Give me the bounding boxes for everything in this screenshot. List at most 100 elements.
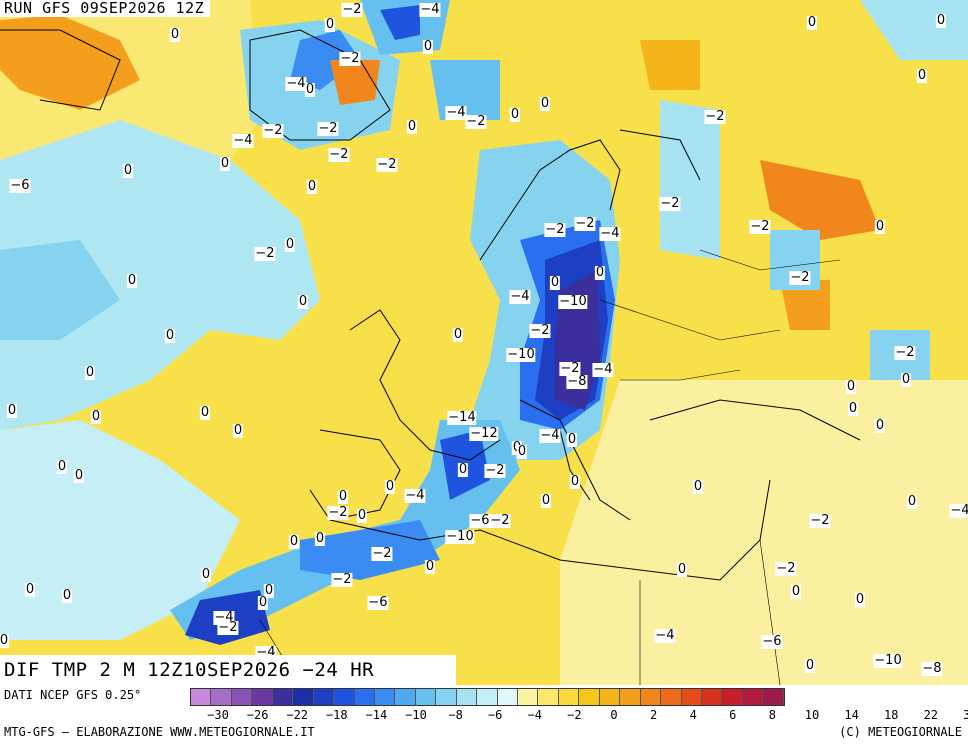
contour-value-label: 0 — [676, 562, 688, 577]
scale-swatch — [558, 689, 580, 705]
contour-value-label: 0 — [384, 479, 396, 494]
scale-tick-label: −4 — [527, 708, 543, 722]
contour-value-label: −6 — [761, 634, 783, 649]
scale-tick-label: 22 — [923, 708, 939, 722]
contour-value-label: 0 — [569, 474, 581, 489]
contour-value-label: −2 — [341, 2, 363, 17]
scale-tick-label: −2 — [567, 708, 582, 722]
contour-value-label: 0 — [284, 237, 296, 252]
contour-value-label: 0 — [516, 444, 528, 459]
contour-value-label: 0 — [406, 119, 418, 134]
scale-swatch — [681, 689, 702, 705]
contour-value-label: −8 — [921, 661, 943, 676]
contour-value-label: 0 — [692, 479, 704, 494]
contour-value-label: 0 — [314, 531, 326, 546]
scale-swatch — [272, 689, 294, 705]
contour-value-label: −2 — [659, 196, 681, 211]
contour-value-label: −10 — [506, 347, 536, 362]
contour-value-label: 0 — [594, 265, 606, 280]
contour-value-label: 0 — [804, 658, 816, 673]
contour-value-label: −2 — [749, 219, 771, 234]
scale-tick-label: 14 — [844, 708, 859, 722]
contour-value-label: −2 — [262, 123, 284, 138]
scale-tick-label: −22 — [286, 708, 309, 722]
scale-tick-label: 0 — [610, 708, 618, 722]
contour-value-label: −14 — [447, 410, 477, 425]
scale-swatch — [477, 689, 498, 705]
credit-right: (C) METEOGIORNALE — [839, 725, 962, 739]
contour-value-label: −12 — [469, 426, 499, 441]
scale-swatch — [191, 689, 212, 705]
scale-swatch — [415, 689, 437, 705]
contour-value-label: −2 — [809, 513, 831, 528]
contour-value-label: 0 — [56, 459, 68, 474]
contour-value-label: −2 — [775, 561, 797, 576]
run-title: RUN GFS 09SEP2026 12Z — [0, 0, 211, 17]
contour-value-label: −2 — [328, 147, 350, 162]
color-scale-ticks: −30 −26 −22 −18 −14 −10 −8 −6 −4 −2 0 2 4 6 8 10 14 18 22 3… — [190, 708, 968, 722]
contour-value-label: −2 — [559, 361, 581, 376]
contour-value-label: 0 — [566, 432, 578, 447]
scale-swatch — [497, 689, 518, 705]
contour-value-label: 0 — [874, 219, 886, 234]
color-scale — [190, 688, 785, 706]
scale-swatch — [722, 689, 743, 705]
contour-value-label: 0 — [126, 273, 138, 288]
contour-value-label: 0 — [874, 418, 886, 433]
contour-value-label: −2 — [317, 121, 339, 136]
contour-value-label: 0 — [84, 365, 96, 380]
footer-panel: DATI NCEP GFS 0.25° −30 −26 −22 −18 −14 −10 −8… — [0, 685, 968, 745]
scale-swatch — [763, 689, 784, 705]
contour-value-label: −4 — [285, 76, 307, 91]
scale-swatch — [252, 689, 273, 705]
contour-value-label: 0 — [806, 15, 818, 30]
contour-value-label: −8 — [566, 374, 588, 389]
contour-value-label: 0 — [900, 372, 912, 387]
contour-value-label: −4 — [445, 105, 467, 120]
contour-value-label: −4 — [404, 488, 426, 503]
contour-value-label: −2 — [574, 216, 596, 231]
contour-value-label: −6 — [469, 513, 491, 528]
contour-value-label: 0 — [457, 462, 469, 477]
contour-value-label: −2 — [894, 345, 916, 360]
scale-swatch — [701, 689, 723, 705]
scale-tick-label: −8 — [448, 708, 463, 722]
scale-swatch — [579, 689, 600, 705]
contour-value-label: −2 — [544, 222, 566, 237]
scale-tick-label: −14 — [365, 708, 388, 722]
data-source-text: DATI NCEP GFS 0.25° — [4, 688, 142, 702]
contour-value-label: 0 — [304, 82, 316, 97]
contour-value-label: 0 — [509, 107, 521, 122]
scale-tick-label: −26 — [246, 708, 269, 722]
scale-tick-label: −30 — [207, 708, 229, 722]
scale-swatch — [661, 689, 682, 705]
contour-value-label: 0 — [219, 156, 231, 171]
contour-value-label: 0 — [232, 423, 244, 438]
contour-value-label: −4 — [539, 428, 561, 443]
scale-tick-label: −6 — [487, 708, 503, 722]
contour-value-label: 0 — [200, 567, 212, 582]
contour-value-label: 0 — [199, 405, 211, 420]
contour-value-label: −10 — [558, 294, 588, 309]
scale-swatch — [742, 689, 764, 705]
contour-value-label: 0 — [935, 13, 947, 28]
contour-value-label: −2 — [529, 323, 551, 338]
credit-left: MTG-GFS — ELABORAZIONE WWW.METEOGIORNALE… — [4, 725, 315, 739]
scale-swatch — [374, 689, 396, 705]
contour-value-label: 0 — [24, 582, 36, 597]
scale-tick-label: −10 — [405, 708, 427, 722]
scale-swatch — [518, 689, 539, 705]
contour-value-label: −4 — [592, 362, 614, 377]
contour-value-label: 0 — [422, 39, 434, 54]
contour-value-label: 0 — [790, 584, 802, 599]
contour-value-label: 0 — [854, 592, 866, 607]
contour-value-label: −4 — [949, 504, 968, 518]
contour-value-label: 0 — [90, 409, 102, 424]
contour-value-label: −4 — [599, 226, 621, 241]
contour-value-label: −2 — [484, 463, 506, 478]
contour-value-label: 0 — [540, 493, 552, 508]
field-title: DIF TMP 2 M 12Z10SEP2026 −24 HR — [0, 655, 456, 685]
scale-swatch — [456, 689, 478, 705]
contour-value-label: 0 — [297, 294, 309, 309]
scale-tick-label: 2 — [649, 708, 658, 722]
